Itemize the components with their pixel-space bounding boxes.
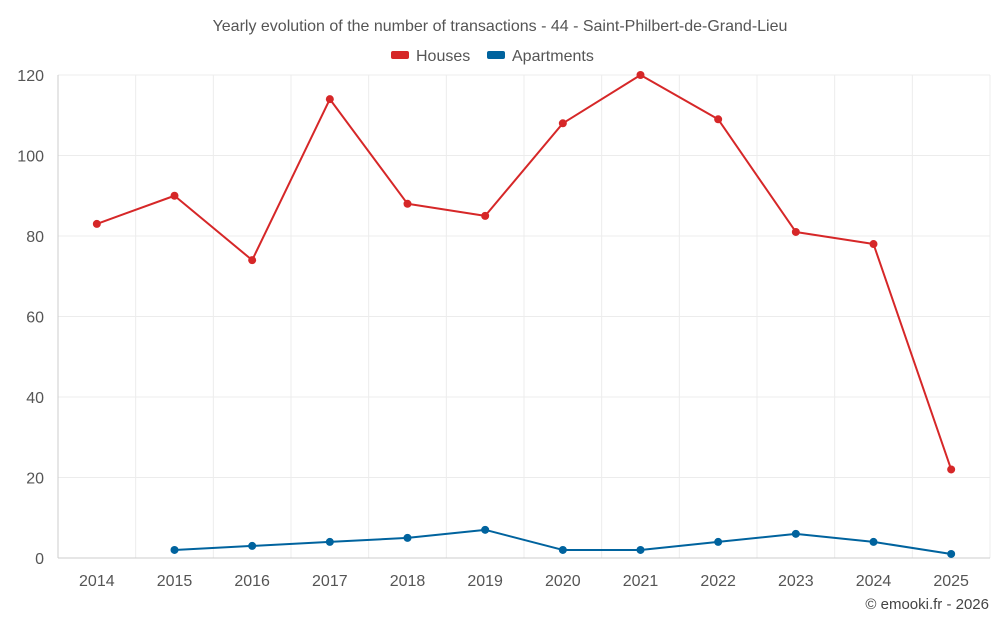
credit-text: © emooki.fr - 2026 (865, 596, 989, 613)
data-point-houses[interactable]: Houses 2014: 83 (92, 219, 101, 228)
y-tick-label: 40 (26, 390, 44, 407)
y-tick-label: 100 (17, 149, 44, 166)
data-point-apartments[interactable]: Apartments 2022: 4 (714, 537, 723, 546)
series: Houses 2014: 83 Houses 2015: 90 Houses 201… (92, 71, 956, 558)
data-point-houses[interactable]: Houses 2020: 108 (558, 119, 567, 128)
data-point-apartments[interactable]: Apartments 2025: 1 (947, 549, 956, 558)
x-tick-label: 2014 (79, 573, 115, 590)
data-point-houses[interactable]: Houses 2016: 74 (248, 256, 257, 265)
x-tick-label: 2020 (545, 573, 581, 590)
data-point-houses[interactable]: Houses 2019: 85 (481, 211, 490, 220)
legend: Houses Apartments (391, 48, 594, 65)
data-point-houses[interactable]: Houses 2018: 88 (403, 199, 412, 208)
x-tick-label: 2021 (623, 573, 659, 590)
legend-item-apartments[interactable]: Apartments (487, 48, 594, 65)
x-tick-label: 2015 (157, 573, 193, 590)
grid (58, 74, 991, 558)
x-tick-label: 2024 (856, 573, 892, 590)
data-point-houses[interactable]: Houses 2017: 114 (325, 95, 334, 104)
x-tick-label: 2023 (778, 573, 814, 590)
x-tick-label: 2022 (700, 573, 736, 590)
x-tick-label: 2017 (312, 573, 348, 590)
data-point-houses[interactable]: Houses 2021: 120 (636, 71, 645, 79)
x-axis-ticks: 2014 2015 2016 2017 2018 2019 2020 2021 2022 2023… (79, 573, 969, 590)
legend-swatch-apartments (487, 51, 505, 59)
data-point-houses[interactable]: Houses 2015: 90 (170, 191, 179, 200)
y-tick-label: 60 (26, 310, 44, 327)
data-point-houses[interactable]: Houses 2022: 109 (714, 115, 723, 124)
data-point-apartments[interactable]: Apartments 2019: 7 (481, 525, 490, 534)
x-tick-label: 2016 (234, 573, 270, 590)
x-tick-label: 2025 (933, 573, 969, 590)
legend-label-apartments: Apartments (512, 48, 594, 65)
data-point-apartments[interactable]: Apartments 2015: 2 (170, 545, 179, 554)
data-point-apartments[interactable]: Apartments 2024: 4 (869, 537, 878, 546)
chart-title: Yearly evolution of the number of transa… (213, 18, 788, 35)
data-point-apartments[interactable]: Apartments 2018: 5 (403, 533, 412, 542)
axes (57, 75, 990, 559)
y-axis-ticks: 0 20 40 60 80 100 120 (17, 68, 44, 568)
x-tick-label: 2018 (390, 573, 426, 590)
legend-label-houses: Houses (416, 48, 470, 65)
y-tick-label: 80 (26, 229, 44, 246)
data-point-apartments[interactable]: Apartments 2020: 2 (558, 545, 567, 554)
data-point-houses[interactable]: Houses 2024: 78 (869, 240, 878, 249)
series-line-houses (96, 74, 953, 470)
data-point-apartments[interactable]: Apartments 2023: 6 (791, 529, 800, 538)
x-tick-label: 2019 (467, 573, 503, 590)
data-point-houses[interactable]: Houses 2023: 81 (791, 227, 800, 236)
legend-item-houses[interactable]: Houses (391, 48, 470, 65)
y-tick-label: 20 (26, 471, 44, 488)
data-point-apartments[interactable]: Apartments 2016: 3 (248, 541, 257, 550)
y-tick-label: 0 (35, 551, 44, 568)
y-tick-label: 120 (17, 68, 44, 85)
data-point-apartments[interactable]: Apartments 2017: 4 (325, 537, 334, 546)
data-point-houses[interactable]: Houses 2025: 22 (947, 465, 956, 474)
legend-swatch-houses (391, 51, 409, 59)
data-point-apartments[interactable]: Apartments 2021: 2 (636, 545, 645, 554)
